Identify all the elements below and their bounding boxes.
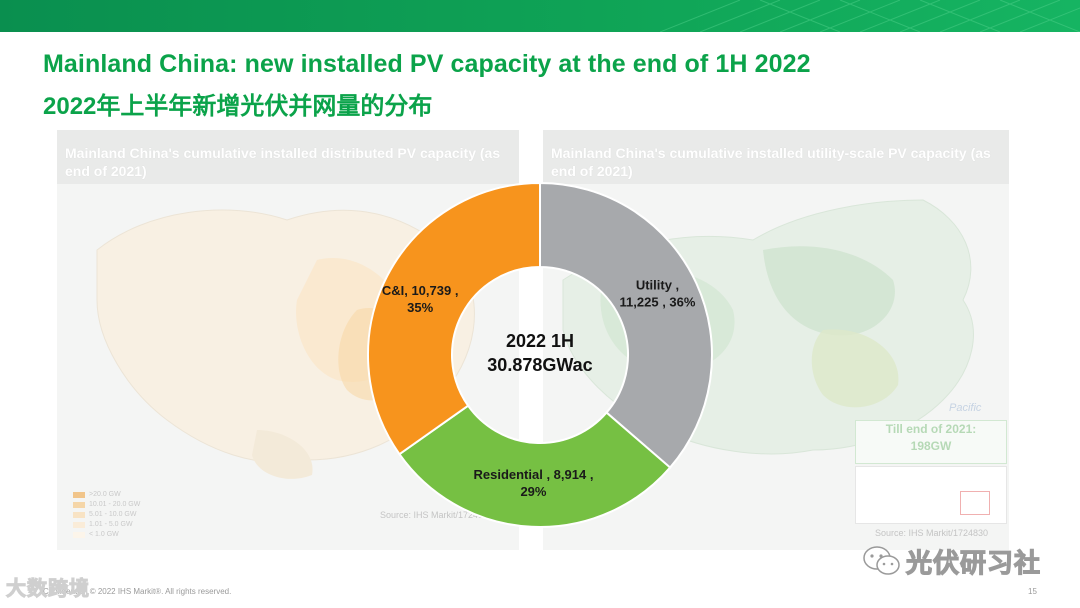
legend-row: 1.01 - 5.0 GW: [73, 520, 140, 530]
right-source-note: Source: IHS Markit/1724830: [875, 528, 989, 538]
watermark-left: 大数跨境: [6, 578, 90, 601]
watermark-right-text: 光伏研习社: [905, 547, 1042, 578]
right-panel-header: [543, 130, 1009, 184]
watermark-right-group: 光伏研习社: [862, 541, 1041, 581]
slice-utility: [539, 181, 713, 469]
till-end-label: Till end of 2021:: [885, 422, 977, 436]
data-label-residential: Residential , 8,914 , 29%: [473, 467, 593, 499]
page-title: Mainland China: new installed PV capacit…: [43, 50, 811, 78]
center-label-line-2: 30.878GWac: [487, 355, 592, 375]
legend-row: < 1.0 GW: [73, 530, 140, 540]
till-end-value: 198GW: [910, 439, 952, 453]
data-label-utility: Utility , 11,225 , 36%: [620, 278, 696, 310]
slice-residential: [398, 404, 672, 528]
banner-lines-decoration: [660, 0, 1080, 32]
wechat-icon: [863, 546, 900, 575]
till-end-callout: Till end of 2021: 198GW: [855, 420, 1007, 464]
page-number: 15: [1028, 587, 1037, 596]
center-label-line-1: 2022 1H: [506, 331, 574, 351]
page-subtitle-cn: 2022年上半年新增光伏并网量的分布: [43, 93, 433, 120]
south-china-sea-inset: [855, 466, 1007, 524]
inset-highlight-box: [960, 491, 990, 515]
legend-row: 10.01 - 20.0 GW: [73, 500, 140, 510]
left-source-note: Source: IHS Markit/1724830: [380, 510, 494, 520]
footer-copyright: Confidential. © 2022 IHS Markit®. All ri…: [43, 587, 232, 596]
right-panel-title: Mainland China's cumulative installed ut…: [551, 145, 991, 179]
capacity-donut-chart: Utility , 11,225 , 36% Residential , 8,914…: [367, 181, 713, 528]
slice-ci: [367, 181, 541, 456]
legend-row: 5.01 - 10.0 GW: [73, 510, 140, 520]
data-label-ci: C&I, 10,739 , 35%: [382, 283, 459, 315]
left-panel-title: Mainland China's cumulative installed di…: [65, 145, 501, 179]
top-banner: [0, 0, 1080, 32]
legend-row: >20.0 GW: [73, 490, 140, 500]
left-panel-header: [57, 130, 519, 184]
left-map-legend: >20.0 GW 10.01 - 20.0 GW 5.01 - 10.0 GW …: [73, 490, 140, 540]
ocean-label: Pacific: [949, 402, 982, 414]
